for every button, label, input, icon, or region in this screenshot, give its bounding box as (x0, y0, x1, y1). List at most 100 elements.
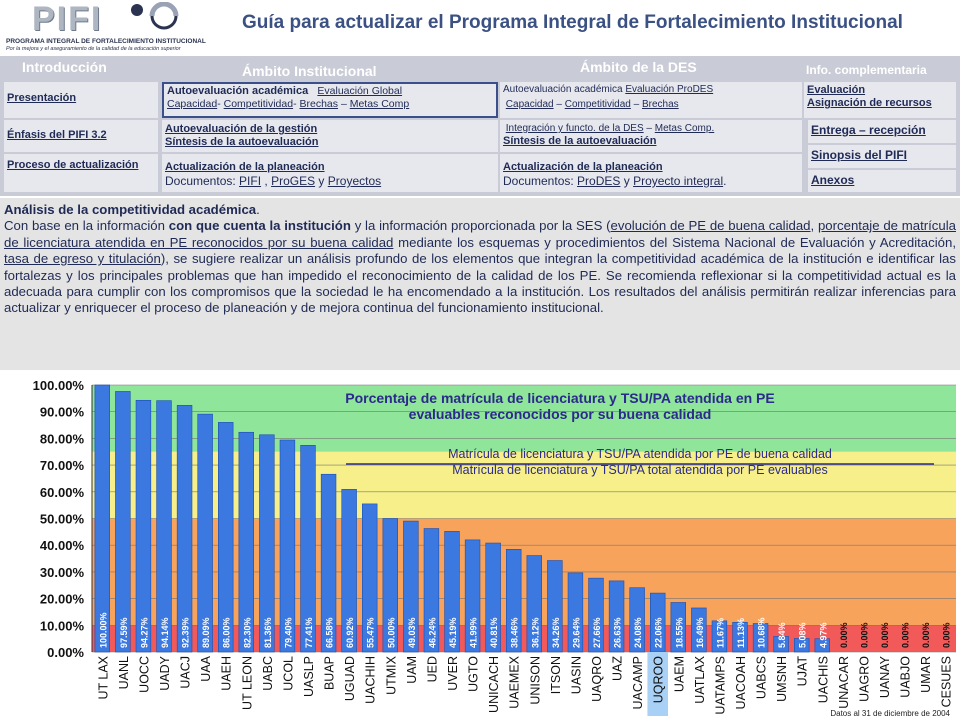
link-evolucion-pe[interactable]: evolución de PE de buena calidad (610, 218, 811, 234)
link-inst-sintesis[interactable]: Síntesis de la autoevaluación (165, 136, 319, 148)
value-label: 86.00% (222, 617, 232, 648)
value-label: 27.66% (592, 617, 602, 648)
bar-UGUAD (341, 489, 357, 653)
bar-UACHIH (362, 503, 378, 653)
link-inst-actualizacion-planeacion[interactable]: Actualización de la planeación (165, 161, 325, 173)
x-tick-label: CESUES (940, 656, 954, 707)
value-label: 18.55% (674, 617, 684, 648)
band-3 (92, 385, 956, 452)
link-evaluacion-prodes[interactable]: Evaluación ProDES (625, 84, 714, 95)
x-tick-label: UANL (117, 656, 131, 689)
link-info-sinopsis[interactable]: Sinopsis del PIFI (811, 148, 908, 162)
link-inst-capacidad[interactable]: Capacidad (167, 98, 218, 110)
y-tick-label: 70.00% (40, 458, 85, 473)
link-inst-metas-comp[interactable]: Metas Comp (349, 98, 410, 110)
bar-UTMIX (382, 518, 398, 653)
link-doc-proyectos[interactable]: Proyectos (327, 174, 382, 188)
tab-info-complementaria[interactable]: Info. complementaria (806, 63, 927, 77)
link-tasa-egreso[interactable]: tasa de egreso y titulación (4, 251, 161, 267)
y-tick-label: 90.00% (40, 405, 85, 420)
bar-UT LAX (94, 384, 110, 653)
link-des-metas-comp[interactable]: Metas Comp. (654, 123, 715, 134)
analysis-text-4: , (810, 218, 818, 234)
x-tick-label: UGTO (467, 656, 481, 692)
value-label: 0.00% (942, 622, 952, 648)
chart-title-line2: evaluables reconocidos por su buena cali… (409, 406, 712, 422)
link-doc-prodes[interactable]: ProDES (577, 174, 621, 188)
bar-UJAT (794, 638, 810, 653)
x-tick-label: UAEH (220, 656, 234, 691)
value-label: 55.47% (366, 617, 376, 648)
band-0 (92, 625, 956, 652)
value-label: 66.58% (325, 617, 335, 648)
value-label: 41.99% (469, 617, 479, 648)
link-inst-competitividad[interactable]: Competitividad (223, 98, 294, 110)
y-tick-label: 0.00% (47, 645, 84, 660)
logo-word: PIFI (32, 0, 103, 38)
link-des-actualizacion-planeacion[interactable]: Actualización de la planeación (503, 161, 663, 173)
tab-introduccion[interactable]: Introducción (22, 59, 107, 75)
x-tick-label: UABCS (755, 656, 769, 699)
y-tick-label: 30.00% (40, 565, 85, 580)
analysis-text-2: con que cuenta la institución (168, 218, 351, 234)
x-tick-label: UABC (261, 656, 275, 691)
nav-cell-info-entrega: Entrega – recepción (808, 120, 956, 143)
y-tick-label: 80.00% (40, 431, 85, 446)
link-doc-proyecto-integral[interactable]: Proyecto integral (633, 174, 724, 188)
value-label: 34.26% (551, 617, 561, 648)
analysis-heading: Análisis de la competitividad académica (4, 202, 257, 217)
link-proceso-actualizacion[interactable]: Proceso de actualización (7, 159, 139, 171)
tab-ambito-institucional[interactable]: Ámbito Institucional (242, 63, 377, 79)
link-doc-proges[interactable]: ProGES (271, 174, 316, 188)
link-info-anexos[interactable]: Anexos (811, 173, 855, 187)
value-label: 92.39% (181, 617, 191, 648)
bar-UASLP (300, 445, 316, 653)
link-autoevaluacion-gestion[interactable]: Autoevaluación de la gestión (165, 123, 318, 135)
bar-UABC (259, 434, 275, 653)
link-des-capacidad[interactable]: Capacidad (505, 99, 554, 110)
value-label: 22.06% (654, 617, 664, 648)
analysis-text-6: ), se sugiere realizar un análisis profu… (4, 251, 956, 316)
nav-cell-des-integracion: Integración y functo. de la DES – Metas … (500, 120, 802, 152)
x-tick-label: UMAR (919, 656, 933, 693)
y-tick-label: 50.00% (40, 512, 85, 527)
x-tick-label: UNISON (528, 656, 542, 705)
x-tick-label: UADY (158, 655, 172, 690)
value-label: 50.00% (386, 617, 396, 648)
link-inst-brechas[interactable]: Brechas (299, 98, 339, 110)
x-tick-label: UT LAX (96, 655, 110, 699)
value-label: 36.12% (530, 617, 540, 648)
x-tick-label: UATLAX (693, 655, 707, 703)
x-tick-label: UAQRO (590, 656, 604, 702)
x-tick-label: UJAT (796, 656, 810, 687)
link-integracion-des[interactable]: Integración y functo. de la DES (505, 123, 644, 134)
value-label: 89.09% (201, 617, 211, 648)
value-label: 16.49% (695, 617, 705, 648)
label-inst-documentos: Documentos: (165, 174, 236, 188)
tab-ambito-des[interactable]: Ámbito de la DES (580, 59, 697, 75)
link-des-competitividad[interactable]: Competitividad (564, 99, 631, 110)
link-des-brechas[interactable]: Brechas (642, 99, 679, 110)
link-des-sintesis[interactable]: Síntesis de la autoevaluación (503, 135, 657, 147)
y-tick-label: 60.00% (40, 485, 85, 500)
link-info-asignacion[interactable]: Asignación de recursos (807, 97, 932, 109)
link-porcentaje-matricula[interactable]: porcentaje de matrícula de licenciatura … (4, 218, 956, 250)
y-tick-label: 20.00% (40, 592, 85, 607)
link-doc-pifi[interactable]: PIFI (239, 174, 262, 188)
x-tick-label: UANAY (878, 655, 892, 698)
nav-cell-inst-autoevaluacion: Autoevaluación académica Evaluación Glob… (162, 82, 498, 118)
bar-UADY (156, 400, 172, 653)
legend-line1: Matrícula de licenciatura y TSU/PA atend… (448, 447, 832, 461)
label-des-autoevaluacion: Autoevaluación académica (503, 84, 623, 95)
nav-cell-info-sinopsis: Sinopsis del PIFI (808, 145, 956, 168)
x-tick-label: UAZ (611, 656, 625, 681)
link-info-evaluacion[interactable]: Evaluación (807, 84, 866, 96)
link-enfasis-pifi[interactable]: Énfasis del PIFI 3.2 (7, 129, 107, 141)
link-evaluacion-global[interactable]: Evaluación Global (317, 85, 403, 97)
value-label: 94.14% (160, 617, 170, 648)
pifi-logo[interactable]: PIFI PROGRAMA INTEGRAL DE FORTALECIMIENT… (4, 0, 206, 52)
link-presentacion[interactable]: Presentación (7, 92, 77, 104)
link-info-entrega[interactable]: Entrega – recepción (811, 123, 926, 137)
x-tick-label: UAEM (672, 656, 686, 692)
value-label: 77.41% (304, 617, 314, 648)
